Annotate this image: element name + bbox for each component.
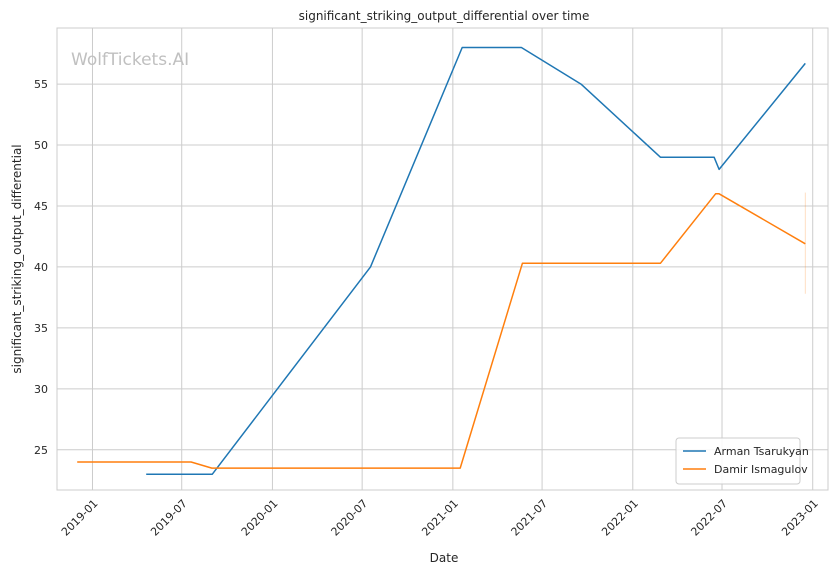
y-tick-label: 45 [34, 200, 48, 213]
x-tick-label: 2021-07 [509, 497, 551, 539]
legend-label-damir-ismagulov: Damir Ismagulov [714, 463, 808, 476]
x-tick-label: 2019-07 [148, 497, 190, 539]
y-tick-label: 35 [34, 322, 48, 335]
x-tick-label: 2021-01 [419, 497, 461, 539]
legend: Arman Tsarukyan Damir Ismagulov [675, 437, 809, 485]
legend-label-arman-tsarukyan: Arman Tsarukyan [714, 445, 809, 458]
y-axis-label: significant_striking_output_differential [10, 144, 24, 373]
y-tick-label: 55 [34, 78, 48, 91]
x-tick-label: 2020-07 [329, 497, 371, 539]
series-line-arman-tsarukyan [146, 46, 806, 475]
x-tick-label: 2023-01 [779, 497, 821, 539]
y-tick-label: 40 [34, 261, 48, 274]
y-axis-ticks: 25 30 35 40 45 50 55 [34, 78, 48, 457]
grid [57, 28, 828, 490]
y-tick-label: 30 [34, 383, 48, 396]
x-tick-label: 2020-01 [239, 497, 281, 539]
x-tick-label: 2022-07 [688, 497, 730, 539]
series-line-damir-ismagulov [77, 193, 806, 469]
legend-box [675, 437, 801, 485]
chart-title: significant_striking_output_differential… [299, 9, 590, 23]
x-axis-ticks: 2019-01 2019-07 2020-01 2020-07 2021-01 2021-… [59, 497, 821, 539]
series-lines [77, 46, 806, 475]
y-tick-label: 25 [34, 444, 48, 457]
x-tick-label: 2019-01 [59, 497, 101, 539]
x-tick-label: 2022-01 [599, 497, 641, 539]
x-axis-label: Date [430, 551, 459, 565]
y-tick-label: 50 [34, 139, 48, 152]
watermark: WolfTickets.AI [71, 50, 189, 70]
plot-frame [56, 27, 829, 491]
